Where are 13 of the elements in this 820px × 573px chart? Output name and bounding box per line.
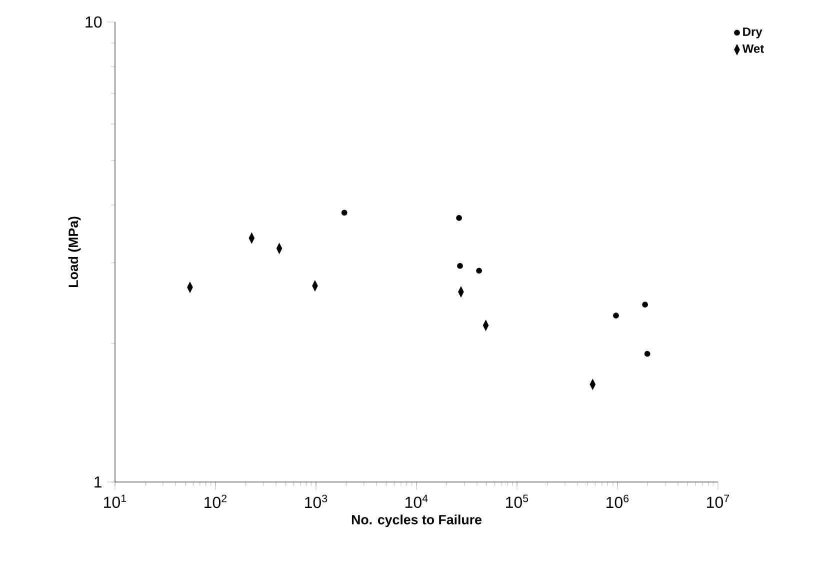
x-tick-label: 10$^{2}$	[204, 494, 226, 508]
y-tick-label: 10	[86, 16, 102, 28]
x-tick-label: 10$^{3}$	[305, 494, 328, 508]
x-tick-label: 10$^{4}$	[406, 494, 428, 508]
x-tick-label: 10$^{6}$	[606, 494, 629, 508]
x-tick-label: 10$^{1}$	[104, 494, 126, 508]
legend-label: Wet	[742, 44, 764, 53]
y-axis-title: Load (MPa)	[68, 216, 81, 288]
x-tick-label: 10$^{7}$	[707, 494, 729, 508]
x-axis-title: No. cycles to Failure	[352, 514, 482, 528]
y-tick-label: 1	[94, 476, 102, 488]
x-tick-label: 10$^{5}$	[506, 494, 528, 508]
legend-label: Dry	[743, 28, 762, 38]
